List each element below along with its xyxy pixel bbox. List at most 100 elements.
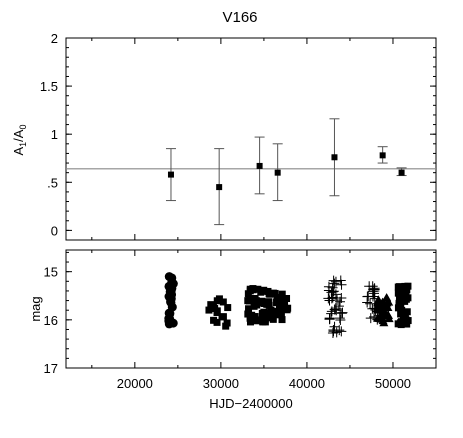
x-tick-label: 40000 [289, 376, 325, 391]
mag-point-square [280, 297, 288, 305]
top-x-axis [91, 38, 437, 240]
mag-point-square [215, 295, 223, 303]
mag-point-square [245, 305, 253, 313]
mag-point-square [272, 309, 280, 317]
mag-point-plus [364, 281, 375, 292]
bottom-y-tick-label: 16 [44, 313, 58, 328]
ratio-point [274, 169, 281, 176]
mag-point-square [264, 312, 272, 320]
mag-point-plus [365, 313, 376, 324]
mag-point-plus [326, 287, 337, 298]
mag-point-square [244, 310, 252, 318]
mag-point-plus [330, 276, 341, 287]
top-y-tick-label: 1 [51, 127, 58, 142]
mag-point-plus [323, 281, 334, 292]
mag-point-plus [326, 308, 337, 319]
bottom-panel-frame [65, 249, 437, 369]
ratio-point [256, 162, 263, 169]
mag-point-square [265, 301, 273, 309]
top-y-axis: 0 .5 1 1.5 2 [40, 31, 436, 238]
ratio-point [216, 184, 223, 191]
x-axis-title: HJD−2400000 [209, 396, 292, 411]
mag-point-square [254, 285, 262, 293]
mag-point-plus [369, 285, 380, 296]
mag-point-square [224, 304, 232, 312]
mag-point-square [219, 313, 227, 321]
mag-point-plus [335, 275, 346, 286]
mag-point-plus [365, 298, 376, 309]
mag-point-square [260, 308, 268, 316]
mag-point-square [245, 297, 253, 305]
ratio-point [167, 171, 174, 178]
bottom-y-tick-label: 17 [44, 361, 58, 376]
mag-point-plus [327, 328, 338, 339]
bottom-y-axis: 15 16 17 [44, 251, 436, 376]
mag-point-circle [165, 314, 175, 324]
mag-point-plus [335, 307, 346, 318]
mag-point-plus [330, 303, 341, 314]
mag-point-square [268, 311, 276, 319]
ylabel-slash-A: /A [11, 129, 26, 142]
mag-point-plus [332, 295, 343, 306]
mag-point-square [279, 304, 287, 312]
mag-point-square [398, 309, 406, 317]
mag-point-square [211, 304, 219, 312]
top-panel: 0 .5 1 1.5 2 A1/A0 [11, 31, 437, 241]
mag-point-square [400, 314, 408, 322]
mag-point-triangle [376, 302, 386, 311]
mag-point-circle [166, 281, 176, 291]
mag-point-square [223, 319, 231, 327]
bottom-x-axis: 20000 30000 40000 50000 [91, 250, 437, 391]
mag-point-square [269, 315, 277, 323]
mag-point-plus [362, 291, 373, 302]
mag-point-square [210, 316, 218, 324]
bottom-panel: 15 16 17 20000 30000 40000 50000 mag HJD−2400… [28, 249, 437, 411]
mag-point-triangle [379, 308, 389, 317]
bottom-y-tick-label: 15 [44, 265, 58, 280]
ratio-series [165, 118, 407, 226]
x-tick-label: 30000 [203, 376, 239, 391]
mag-point-square [283, 306, 291, 314]
chart-title: V166 [222, 9, 257, 26]
mag-point-square [397, 294, 405, 302]
mag-point-square [394, 304, 402, 312]
mag-point-square [255, 316, 263, 324]
mag-point-square [246, 287, 254, 295]
mag-point-square [402, 290, 410, 298]
mag-point-plus [323, 293, 334, 304]
top-y-tick-label: 0 [51, 223, 58, 238]
mag-point-square [404, 282, 412, 290]
top-y-tick-label: 1.5 [40, 79, 58, 94]
ylabel-A: A [11, 147, 26, 156]
mag-point-square [250, 302, 258, 310]
ratio-point [379, 152, 386, 159]
x-tick-label: 50000 [375, 376, 411, 391]
mag-point-triangle [375, 314, 385, 323]
mag-point-square [260, 299, 268, 307]
top-panel-frame [65, 37, 437, 241]
top-y-axis-title: A1/A0 [11, 125, 28, 156]
mag-point-square [276, 311, 284, 319]
mag-point-plus [329, 278, 340, 289]
mag-point-square [269, 289, 277, 297]
mag-point-square [251, 313, 259, 321]
mag-point-plus [336, 292, 347, 303]
top-y-tick-label: .5 [47, 175, 58, 190]
ratio-point [331, 154, 338, 161]
top-y-tick-label: 2 [51, 31, 58, 46]
mag-point-plus [324, 313, 335, 324]
mag-series [164, 272, 412, 339]
mag-point-square [259, 318, 267, 326]
mag-point-square [278, 316, 286, 324]
mag-point-square [247, 315, 255, 323]
mag-point-square [258, 287, 266, 295]
bottom-y-axis-title: mag [28, 296, 43, 321]
ylabel-sub-1: 1 [18, 142, 28, 147]
mag-point-square [403, 320, 411, 328]
mag-point-square [265, 298, 273, 306]
mag-point-plus [329, 321, 340, 332]
mag-point-square [266, 290, 274, 298]
mag-point-circle [164, 272, 174, 282]
mag-point-square [267, 306, 275, 314]
